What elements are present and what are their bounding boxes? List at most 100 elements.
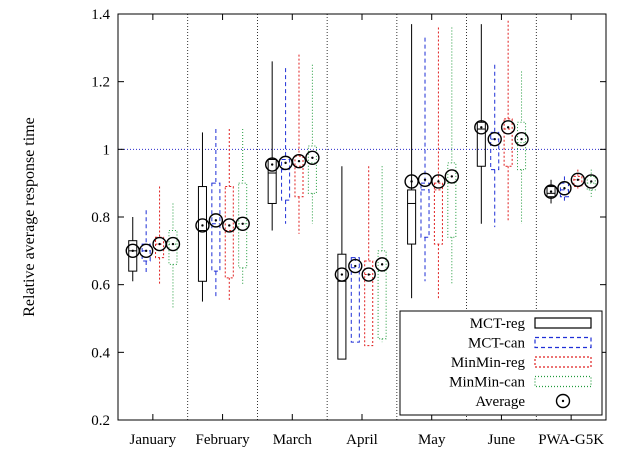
legend-label: MinMin-can	[449, 375, 525, 391]
average-marker	[374, 257, 390, 272]
average-marker	[500, 120, 516, 135]
box-minmin-can	[305, 64, 320, 224]
box-mct-can	[348, 257, 363, 343]
box-minmin-can	[584, 169, 599, 197]
box-minmin-reg	[291, 54, 307, 234]
box-body	[476, 121, 486, 167]
average-marker	[195, 218, 210, 233]
box-body	[420, 182, 430, 238]
box-body	[155, 236, 165, 259]
y-tick-label: 0.8	[91, 210, 110, 226]
average-marker	[444, 169, 460, 184]
box-mct-can	[208, 129, 224, 299]
box-minmin-can	[235, 129, 250, 285]
box-minmin-can	[514, 71, 529, 224]
box-mct-reg	[334, 166, 350, 360]
x-tick-label: February	[195, 432, 250, 448]
average-marker-dot	[506, 126, 510, 129]
average-marker-dot	[410, 180, 413, 183]
average-marker	[361, 267, 376, 282]
average-marker	[543, 184, 559, 199]
box-body	[433, 182, 443, 245]
box-minmin-can	[374, 166, 390, 343]
y-tick-label: 1	[103, 142, 111, 158]
average-marker	[291, 153, 307, 169]
legend-average-marker	[555, 393, 571, 409]
average-marker-dot	[367, 273, 370, 276]
average-marker	[235, 216, 250, 231]
y-tick-label: 0.6	[91, 278, 110, 294]
y-axis-label: Relative average response time	[21, 117, 38, 316]
y-tick-label: 0.2	[91, 413, 110, 429]
average-marker-dot	[241, 222, 244, 225]
x-tick-label: PWA-G5K	[538, 432, 604, 448]
average-marker-dot	[214, 219, 218, 222]
average-marker-dot	[549, 190, 553, 193]
legend-label-average: Average	[475, 394, 525, 410]
x-tick-label: January	[130, 432, 177, 448]
legend-swatch	[534, 336, 592, 349]
y-tick-label: 1.2	[91, 75, 110, 91]
box-mct-reg	[195, 132, 210, 302]
average-marker-dot	[228, 224, 231, 227]
legend-swatch	[534, 317, 592, 329]
box-minmin-reg	[500, 20, 516, 221]
x-tick-label: May	[418, 432, 446, 448]
average-marker	[514, 131, 529, 147]
box-mct-reg	[264, 61, 280, 231]
axis-layer: 0.2 0.4 0.6 0.8 1 1.2 1.4 January February March A…	[91, 7, 606, 448]
box-minmin-can	[444, 27, 460, 285]
box-body	[238, 182, 248, 269]
box-mct-reg	[125, 217, 140, 282]
box-body	[407, 189, 417, 245]
box-body	[141, 243, 151, 262]
box-mct-reg	[404, 24, 419, 299]
box-mct-can	[557, 176, 572, 204]
x-tick-label: April	[346, 432, 378, 448]
box-body	[490, 131, 500, 171]
box-body	[364, 260, 374, 347]
average-marker-dot	[171, 242, 175, 246]
box-mct-can	[138, 210, 154, 275]
box-body	[224, 186, 234, 279]
box-body	[197, 186, 207, 282]
x-tick-label: March	[273, 432, 313, 448]
average-marker	[305, 150, 320, 165]
y-tick-label: 1.4	[91, 7, 110, 23]
average-marker-dot	[131, 249, 134, 253]
box-mct-reg	[474, 24, 489, 224]
average-marker-dot	[201, 224, 204, 227]
average-marker	[474, 120, 489, 135]
box-body	[267, 158, 277, 204]
average-marker	[334, 267, 350, 282]
legend: MCT-reg MCT-can MinMin-reg MinMin-can Averag…	[399, 310, 603, 416]
box-body	[517, 121, 527, 171]
box-mct-can	[487, 64, 502, 228]
average-marker	[138, 243, 154, 259]
average-marker-dot	[480, 126, 483, 129]
box-body	[294, 155, 304, 198]
box-minmin-can	[165, 203, 181, 309]
average-marker-dot	[270, 163, 274, 166]
box-minmin-reg	[431, 27, 446, 299]
legend-label: MinMin-reg	[451, 355, 526, 371]
average-marker-dot	[450, 175, 454, 178]
average-marker-dot	[354, 264, 357, 268]
box-minmin-reg	[570, 169, 586, 190]
average-marker-dot	[284, 161, 287, 165]
box-layer	[125, 20, 599, 360]
box-body	[281, 158, 291, 201]
average-marker	[487, 131, 502, 147]
average-marker	[165, 236, 181, 252]
box-body	[503, 118, 513, 167]
box-mct-can	[417, 37, 433, 282]
average-marker	[208, 213, 224, 228]
average-marker-dot	[590, 180, 593, 183]
x-tick-label: June	[488, 432, 516, 448]
average-marker	[584, 174, 599, 189]
average-marker-dot	[340, 273, 344, 276]
average-marker-dot	[144, 249, 148, 253]
average-marker-dot	[563, 187, 566, 190]
